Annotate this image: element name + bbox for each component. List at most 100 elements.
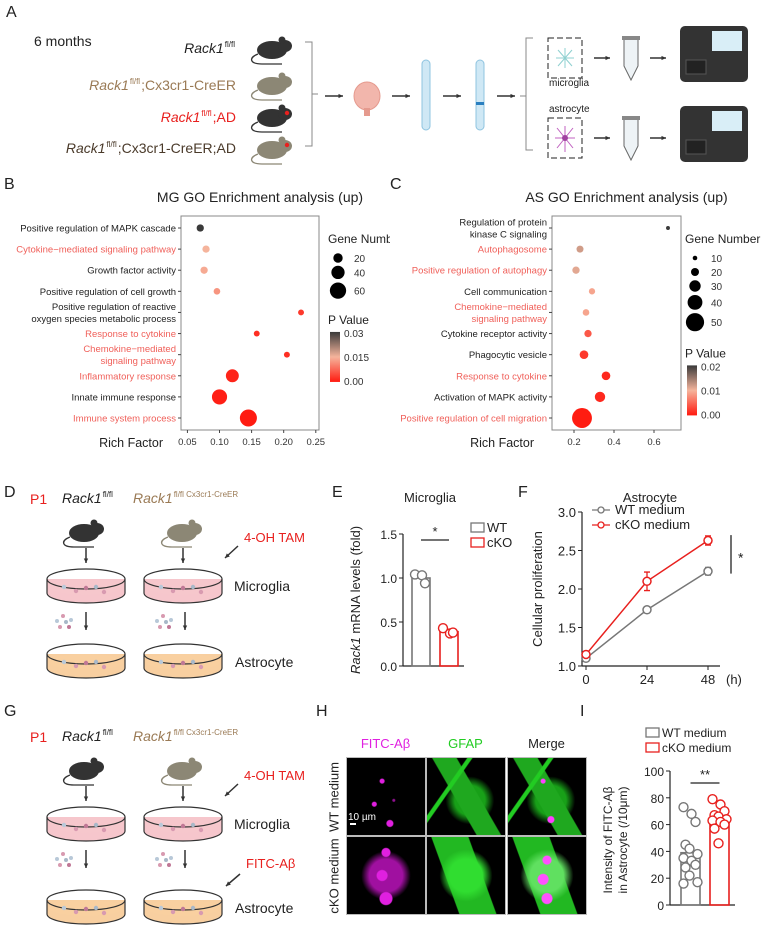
tube-icon (421, 59, 431, 131)
go-term-label: Response to cytokine (456, 371, 547, 382)
arrow-head (661, 55, 666, 61)
secreted-factor-particle (158, 863, 162, 867)
sequencer-slot (685, 139, 707, 155)
arrow-head (180, 796, 186, 801)
micrograph-cko-medium-merge (507, 836, 587, 915)
size-legend-dot (689, 280, 701, 292)
data-point (703, 566, 713, 577)
significance-marker: ** (700, 767, 710, 782)
legend-label: WT medium (662, 726, 726, 740)
genotype-cko-label: Rack1fl/fl Cx3cr1-CreER (133, 728, 239, 744)
go-term-label: Cell communication (464, 287, 547, 298)
secreted-factor-particle (64, 620, 68, 624)
go-term-label: Cytokine receptor activity (441, 329, 547, 340)
microglia-dish (46, 568, 126, 604)
age-label: P1 (30, 729, 48, 745)
bubble-point (584, 329, 592, 338)
x-tick-label: 0.10 (210, 437, 229, 448)
x-tick-label: 0 (582, 672, 589, 687)
astrocyte-dish (143, 643, 223, 679)
secreted-factor-particle (58, 863, 62, 867)
genotype-suffix: ;AD (212, 109, 236, 125)
y-axis-label: in Astrocyte (/10μm) (616, 787, 630, 894)
data-point (680, 862, 691, 873)
y-tick-label: 1.5 (380, 528, 397, 542)
bracket (520, 37, 533, 151)
cell-particle (190, 905, 196, 911)
microglia-cell-icon (556, 48, 574, 68)
go-term-label: Chemokine−mediated (83, 344, 176, 355)
astrocyte-proliferation-line-chart: Astrocyte 1.0 1.5 2.0 2.5 3.0 0 24 48 (h) Cellular… (530, 490, 744, 687)
allele: fl/fl (102, 728, 113, 737)
x-axis-label: Rich Factor (470, 436, 534, 450)
genotype-label: Rack1fl/fl;Cx3cr1-CreER (89, 77, 236, 93)
astrocyte-soma (562, 135, 568, 141)
mouse-ear (90, 519, 98, 527)
arrow-head (456, 93, 461, 99)
data-point (709, 823, 720, 834)
go-term-label: Positive regulation of cell migration (400, 414, 547, 425)
astrocyte-dish (46, 889, 126, 925)
gene-name: Rack1 (184, 40, 224, 56)
arrow-head (182, 625, 188, 630)
cell-particle (190, 584, 196, 590)
cell-particle (180, 660, 186, 666)
microglia-dish (46, 806, 126, 842)
micrograph-cko-medium-gfap (426, 836, 506, 915)
ad-marker (284, 110, 290, 116)
x-tick-label: 0.25 (307, 437, 326, 448)
cell-particle (93, 659, 99, 665)
data-point (707, 793, 718, 805)
mouse-tail (251, 121, 282, 133)
data-point (678, 801, 689, 813)
bubble-point (601, 371, 611, 381)
color-legend-label: 0.00 (701, 410, 721, 421)
go-term-label: Inflammatory response (79, 371, 176, 382)
go-term-label: Chemokine−mediated (454, 302, 547, 313)
secreted-factor-particle (67, 863, 71, 867)
cell-particle (190, 659, 196, 665)
bubble-point (211, 389, 228, 405)
y-tick-label: 100 (644, 765, 664, 779)
secreted-factor-particle (155, 619, 159, 623)
eppendorf-tube-icon (623, 37, 639, 82)
mouse-tail (251, 53, 282, 65)
go-term-label: Innate immune response (71, 392, 176, 403)
column-header: GFAP (448, 736, 483, 751)
timepoint-label: 6 months (34, 33, 92, 49)
y-axis-label-italic: Rack1 (348, 637, 363, 674)
row-label: cKO medium (326, 838, 342, 914)
data-point (642, 605, 652, 615)
y-axis-label: Rack1 mRNA levels (fold) (348, 526, 363, 674)
go-term-label: Growth factor activity (87, 266, 176, 277)
mouse-tail (161, 774, 192, 786)
gene-name: Rack1 (160, 109, 201, 125)
treatment-label: 4-OH TAM (244, 768, 305, 783)
y-tick-label: 40 (651, 845, 665, 859)
secreted-factor-particle (55, 857, 59, 861)
bubble-point (588, 288, 596, 295)
astrocyte-dish (143, 889, 223, 925)
go-term-label: Phagocytic vesicle (469, 350, 547, 361)
tube-band (476, 102, 484, 105)
plot-frame (180, 215, 320, 431)
x-tick-label: 0.4 (607, 437, 620, 448)
cell-particle (198, 589, 204, 595)
data-point (678, 878, 689, 889)
secreted-factor-particle (64, 858, 68, 862)
bubble-point (579, 350, 589, 360)
data-point (713, 838, 724, 849)
x-axis-unit: (h) (726, 672, 742, 687)
data-point (719, 819, 730, 830)
data-point (690, 859, 701, 871)
mouse-icon (161, 519, 202, 548)
cell-particle (170, 826, 176, 832)
gene-name: Rack1 (133, 490, 173, 506)
cell-particle (190, 822, 196, 828)
mouse-icon (161, 757, 202, 786)
x-tick-label: 0.2 (567, 437, 580, 448)
astrocyte-label: Astrocyte (235, 654, 294, 670)
microglia-label: Microglia (234, 816, 291, 832)
